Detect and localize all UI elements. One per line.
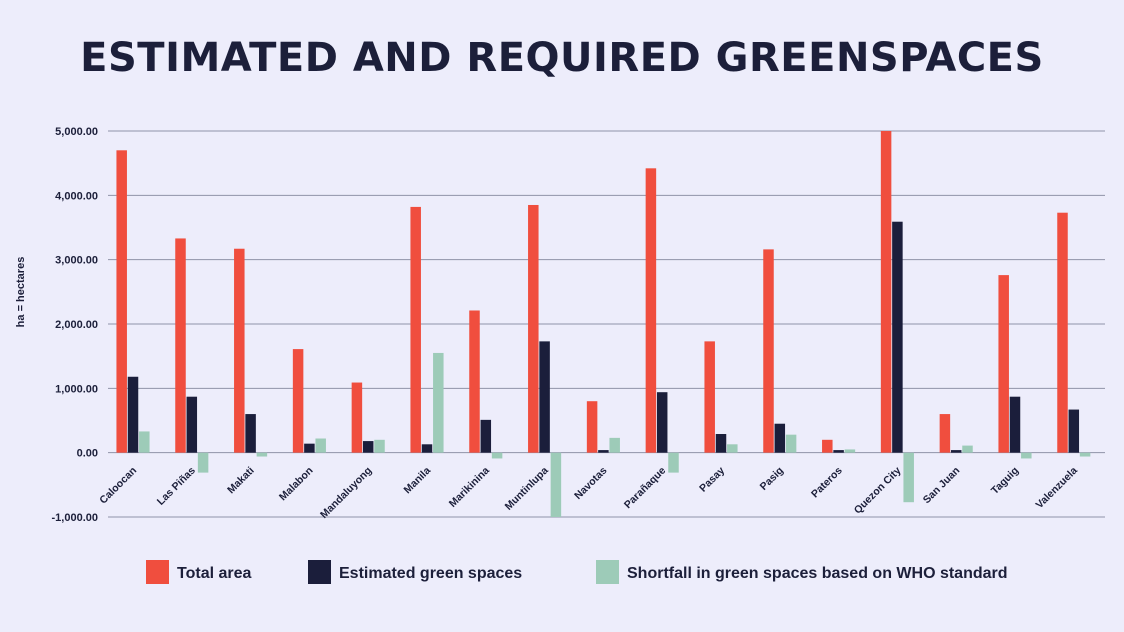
bar-shortfall — [668, 452, 679, 473]
bar-total-area — [175, 238, 186, 453]
y-axis-ticks: 5,000.00 4,000.00 3,000.00 2,000.00 1,000.00… — [52, 126, 98, 524]
legend-estimated-green-spaces-label: Estimated green spaces — [339, 565, 522, 582]
x-tick-label: Muntinlupa — [503, 465, 551, 513]
bar-estimated-green-spaces — [362, 441, 374, 453]
bar-shortfall — [785, 434, 797, 453]
bar-shortfall — [256, 452, 268, 457]
bar-estimated-green-spaces — [1009, 396, 1021, 453]
y-tick-label: 0.00 — [77, 448, 98, 460]
bar-total-area — [998, 275, 1009, 453]
legend-estimated-green-spaces-swatch — [308, 560, 331, 584]
bar-estimated-green-spaces — [598, 450, 609, 453]
bar-shortfall — [139, 431, 150, 453]
x-tick-label: Mandaluyong — [318, 465, 374, 521]
x-tick-label: Taguig — [989, 465, 1021, 497]
x-tick-label: Malabon — [277, 465, 316, 504]
legend-total-area-label: Total area — [177, 565, 252, 582]
bar-total-area — [763, 249, 774, 453]
bar-estimated-green-spaces — [656, 392, 668, 453]
x-tick-label: Quezon City — [852, 465, 904, 517]
x-tick-label: Las Piñas — [155, 465, 198, 508]
bar-estimated-green-spaces — [833, 450, 844, 453]
y-tick-label: 1,000.00 — [55, 383, 98, 395]
x-tick-label: Marikinina — [447, 465, 492, 510]
bar-estimated-green-spaces — [539, 341, 550, 453]
y-tick-label: 2,000.00 — [55, 319, 98, 331]
x-tick-label: Pasig — [758, 465, 786, 493]
bar-estimated-green-spaces — [774, 423, 786, 453]
bar-estimated-green-spaces — [715, 434, 727, 453]
bar-shortfall — [550, 452, 562, 517]
bar-estimated-green-spaces — [950, 450, 962, 453]
x-tick-label: Valenzuela — [1033, 465, 1080, 512]
bar-shortfall — [903, 452, 914, 503]
bar-total-area — [528, 204, 539, 453]
y-tick-label: -1,000.00 — [52, 512, 98, 524]
bar-shortfall — [197, 452, 209, 473]
bar-total-area — [410, 206, 421, 453]
bar-total-area — [939, 414, 951, 453]
bar-estimated-green-spaces — [186, 396, 198, 453]
bar-shortfall — [433, 352, 444, 453]
y-tick-label: 5,000.00 — [55, 126, 98, 138]
bar-estimated-green-spaces — [245, 414, 256, 453]
bar-shortfall — [491, 452, 503, 459]
bar-total-area — [704, 341, 715, 453]
bars — [116, 131, 1091, 517]
bar-estimated-green-spaces — [480, 419, 492, 453]
bar-shortfall — [962, 445, 973, 453]
legend-shortfall-swatch — [596, 560, 619, 584]
y-tick-label: 3,000.00 — [55, 255, 98, 267]
x-tick-label: Pasay — [697, 465, 727, 495]
legend-shortfall-label: Shortfall in green spaces based on WHO s… — [627, 565, 1008, 582]
bar-estimated-green-spaces — [127, 376, 139, 453]
gridlines — [108, 130, 1105, 518]
x-tick-label: Caloocan — [97, 465, 139, 507]
bar-total-area — [586, 401, 598, 453]
bar-total-area — [645, 168, 657, 453]
bar-shortfall — [844, 449, 856, 453]
x-tick-label: Navotas — [572, 465, 609, 502]
bar-total-area — [880, 131, 892, 453]
chart-title: ESTIMATED AND REQUIRED GREENSPACES — [80, 35, 1044, 81]
x-tick-label: San Juan — [921, 465, 962, 506]
bar-total-area — [116, 150, 127, 453]
bar-total-area — [234, 248, 245, 453]
x-tick-label: Makati — [225, 465, 257, 497]
bar-shortfall — [727, 444, 738, 453]
bar-total-area — [351, 382, 363, 453]
y-tick-label: 4,000.00 — [55, 190, 98, 202]
bar-shortfall — [609, 437, 620, 453]
bar-total-area — [822, 439, 833, 453]
bar-shortfall — [1079, 452, 1091, 457]
y-axis-label: ha = hectares — [15, 257, 27, 328]
bar-estimated-green-spaces — [304, 443, 315, 453]
x-axis-ticks: Caloocan Las Piñas Makati Malabon Mandaluyon… — [97, 465, 1080, 521]
bar-shortfall — [315, 438, 326, 453]
bar-estimated-green-spaces — [1068, 409, 1080, 453]
bar-estimated-green-spaces — [892, 221, 903, 453]
x-tick-label: Pateros — [809, 465, 845, 501]
x-tick-label: Parañaque — [622, 465, 669, 512]
bar-total-area — [469, 310, 480, 453]
x-tick-label: Manila — [402, 465, 434, 497]
bar-total-area — [292, 349, 304, 453]
bar-shortfall — [374, 439, 385, 453]
legend: Total area Estimated green spaces Shortfal… — [146, 560, 1008, 584]
bar-shortfall — [1021, 452, 1032, 459]
bar-estimated-green-spaces — [421, 444, 433, 453]
legend-total-area-swatch — [146, 560, 169, 584]
bar-total-area — [1057, 212, 1068, 453]
